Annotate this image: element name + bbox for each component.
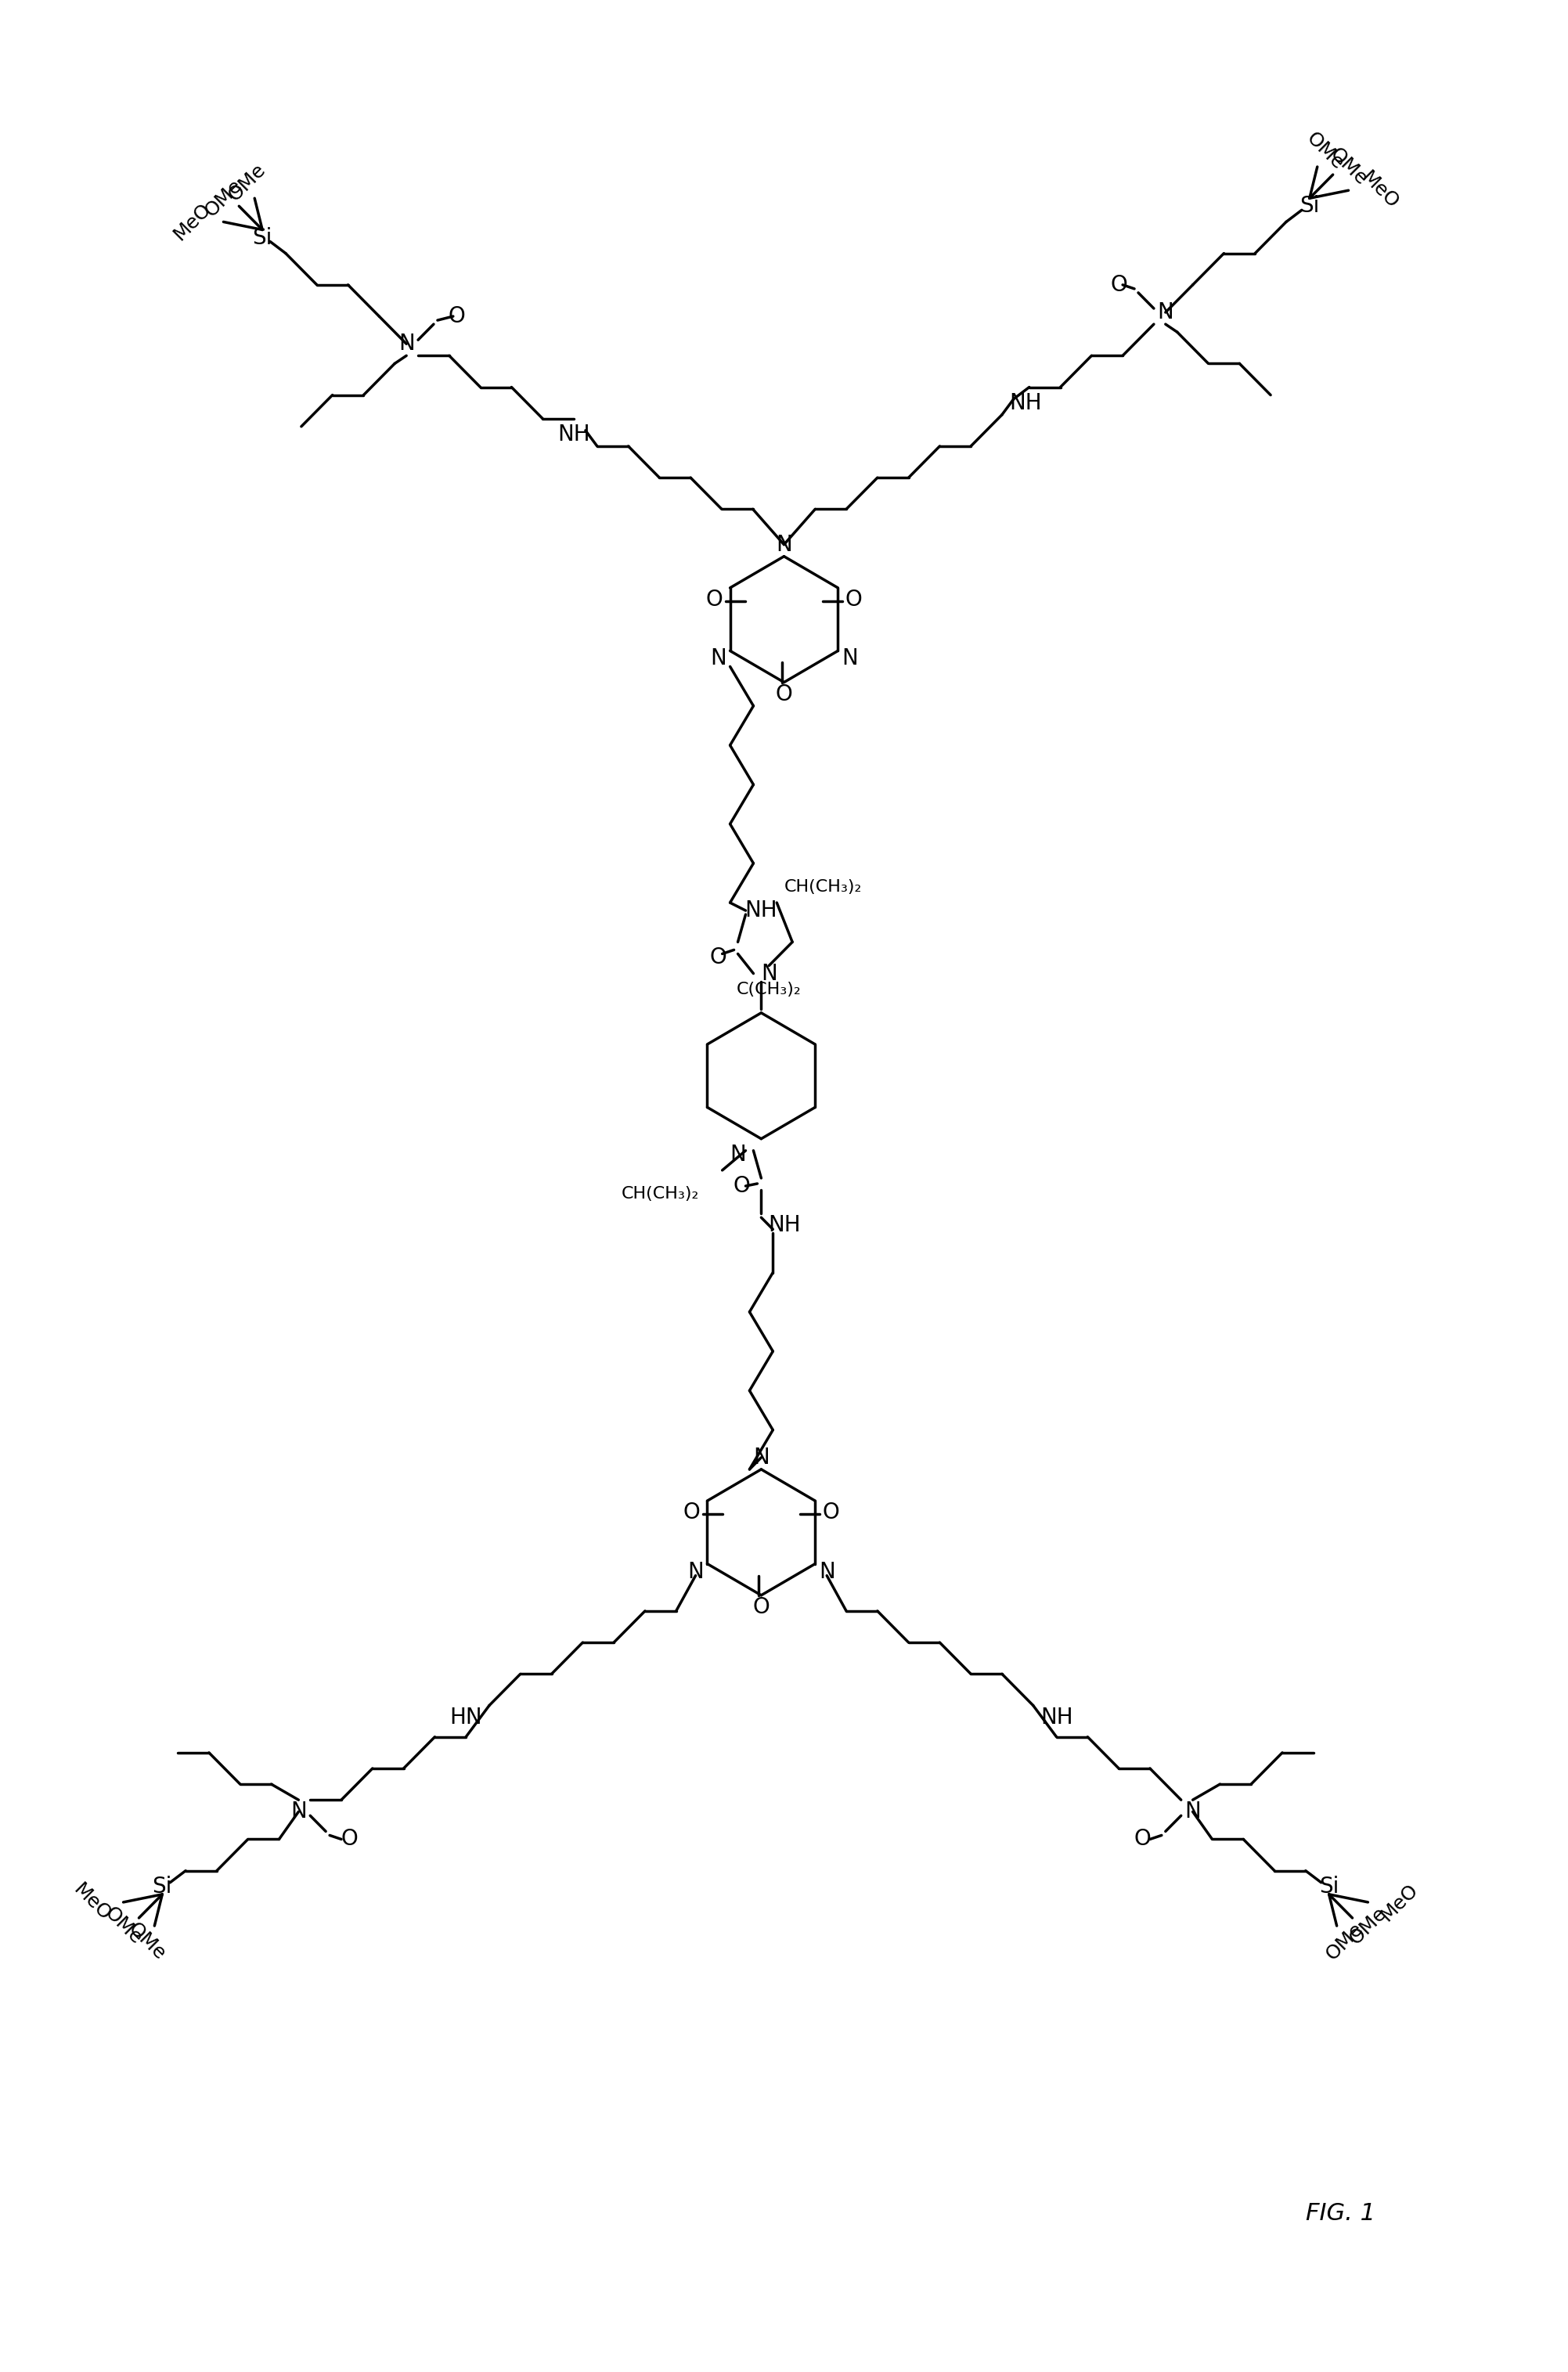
Text: Si: Si [1319,1876,1339,1898]
Text: Si: Si [252,228,273,249]
Text: N: N [710,648,726,669]
Text: O: O [734,1174,750,1198]
Text: OMe: OMe [1303,128,1347,173]
Text: O: O [684,1501,699,1523]
Text: N: N [687,1561,704,1582]
Text: NH: NH [1010,391,1041,413]
Text: NH: NH [768,1214,801,1236]
Text: MeO: MeO [71,1881,114,1924]
Text: O: O [845,588,862,610]
Text: OMe: OMe [1322,1919,1367,1964]
Text: O: O [753,1596,770,1618]
Text: CH(CH₃)₂: CH(CH₃)₂ [784,880,862,894]
Text: N: N [398,332,414,356]
Text: MeO: MeO [1358,168,1402,213]
Text: NH: NH [745,899,778,920]
Text: Si: Si [1300,195,1319,218]
Text: Si: Si [152,1876,172,1898]
Text: N: N [776,534,792,555]
Text: O: O [340,1829,358,1850]
Text: N: N [760,963,778,984]
Text: OMe: OMe [100,1902,146,1947]
Text: N: N [729,1143,746,1165]
Text: N: N [842,648,858,669]
Text: NH: NH [1040,1705,1073,1729]
Text: HN: HN [450,1705,483,1729]
Text: O: O [776,683,792,704]
Text: OMe: OMe [1327,145,1370,190]
Text: N: N [818,1561,834,1582]
Text: FIG. 1: FIG. 1 [1306,2201,1375,2225]
Text: OMe: OMe [1345,1902,1391,1947]
Text: CH(CH₃)₂: CH(CH₃)₂ [621,1186,699,1203]
Text: N: N [753,1447,770,1468]
Text: O: O [823,1501,839,1523]
Text: MeO: MeO [169,199,215,244]
Text: O: O [448,306,466,327]
Text: C(CH₃)₂: C(CH₃)₂ [737,982,801,996]
Text: O: O [706,588,723,610]
Text: OMe: OMe [224,161,270,204]
Text: N: N [1185,1800,1201,1822]
Text: O: O [1134,1829,1151,1850]
Text: N: N [1157,301,1173,323]
Text: MeO: MeO [1377,1881,1421,1924]
Text: NH: NH [558,425,590,446]
Text: O: O [710,946,728,968]
Text: O: O [1110,273,1127,296]
Text: N: N [290,1800,307,1822]
Text: OMe: OMe [201,176,246,221]
Text: OMe: OMe [124,1919,169,1964]
